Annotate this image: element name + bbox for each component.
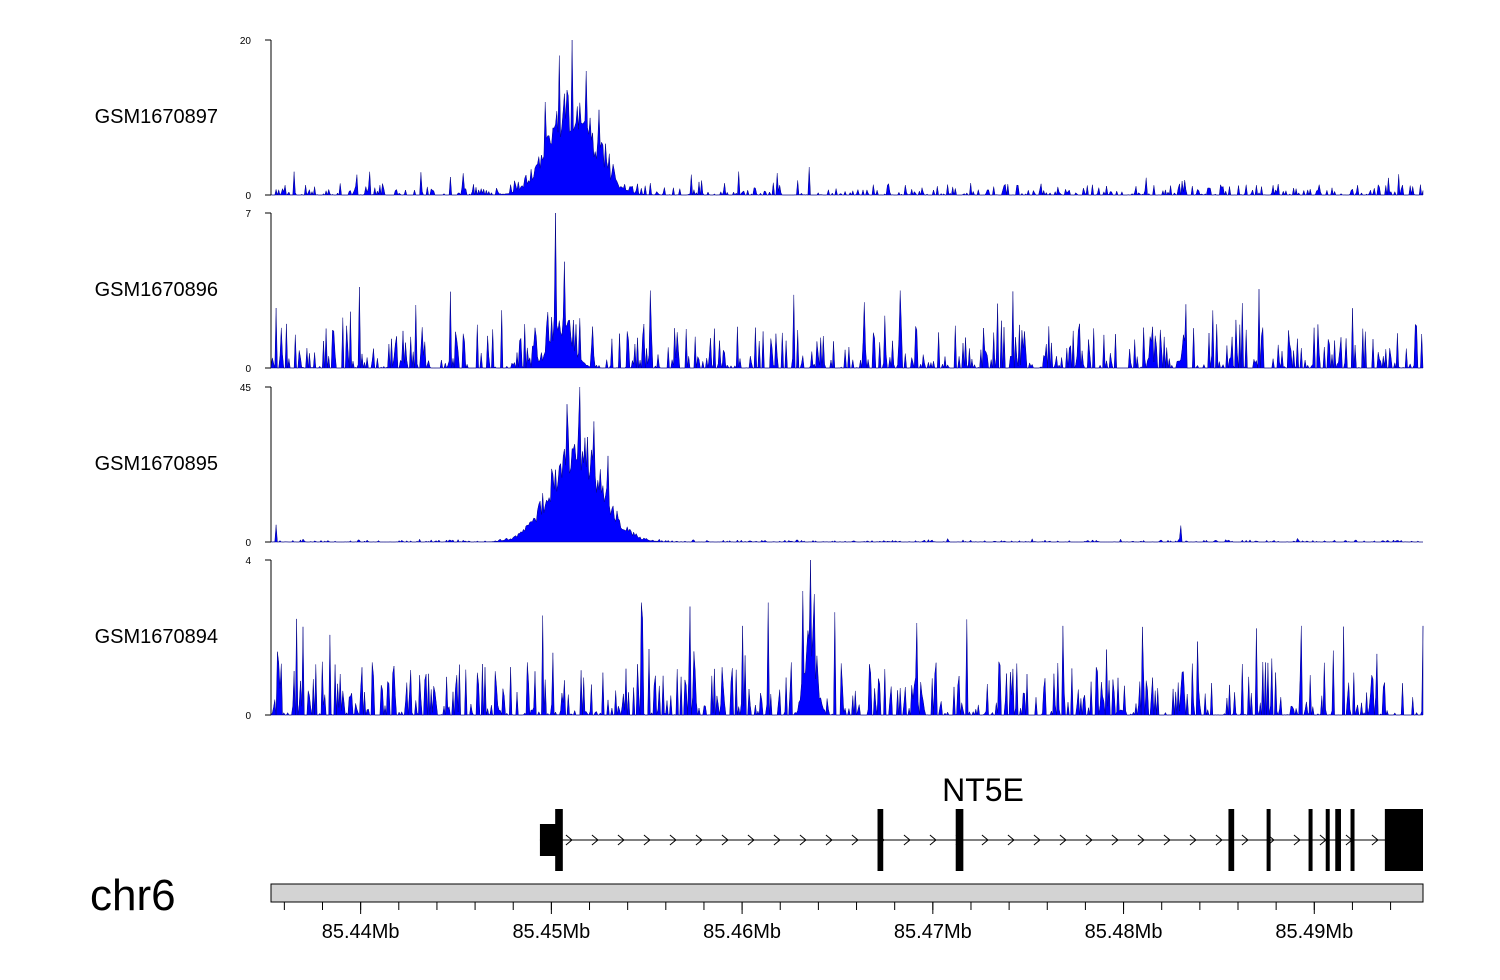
strand-arrow <box>1137 834 1145 846</box>
strand-arrow <box>1033 834 1041 846</box>
coverage-area <box>270 39 1424 196</box>
strand-arrow <box>1241 834 1249 846</box>
strand-arrow <box>721 834 729 846</box>
gene-exon <box>1308 809 1313 871</box>
strand-arrow <box>929 834 937 846</box>
y-tick-label-min: 0 <box>245 364 251 375</box>
gene-track: NT5E <box>539 772 1423 871</box>
y-tick-label-max: 4 <box>245 556 251 567</box>
gene-exon <box>1384 809 1423 871</box>
strand-arrow <box>1007 834 1015 846</box>
track-label: GSM1670896 <box>95 279 218 301</box>
y-tick-label-max: 45 <box>240 383 252 394</box>
strand-arrow <box>851 834 859 846</box>
x-tick-label: 85.47Mb <box>894 921 972 943</box>
track-label: GSM1670895 <box>95 453 218 475</box>
y-tick-label-max: 20 <box>240 36 252 47</box>
strand-arrow <box>695 834 703 846</box>
coverage-area <box>270 559 1424 716</box>
chromosome-ideogram-bar <box>270 883 1424 903</box>
coverage-tracks: GSM1670897200GSM167089670GSM1670895450GS… <box>95 36 1424 722</box>
strand-arrow <box>591 834 599 846</box>
gene-exon <box>1228 809 1235 871</box>
strand-arrow <box>565 834 573 846</box>
track-label: GSM1670894 <box>95 626 218 648</box>
coverage-area <box>270 386 1423 543</box>
gene-exon <box>1350 809 1355 871</box>
y-tick-label-min: 0 <box>245 711 251 722</box>
track-GSM1670894: GSM1670894 4 0 <box>95 556 1424 722</box>
strand-arrow <box>773 834 781 846</box>
x-tick-label: 85.46Mb <box>703 921 781 943</box>
x-tick-label: 85.48Mb <box>1085 921 1163 943</box>
gene-label: NT5E <box>942 772 1024 808</box>
strand-arrow <box>643 834 651 846</box>
genome-axis: chr6 85.44Mb 85.45Mb 85.46Mb 85.47Mb 85.48Mb… <box>90 871 1424 943</box>
strand-arrow <box>1085 834 1093 846</box>
strand-arrow <box>1163 834 1171 846</box>
strand-arrow <box>903 834 911 846</box>
strand-arrow <box>617 834 625 846</box>
x-tick-label: 85.49Mb <box>1275 921 1353 943</box>
gene-exon <box>877 809 884 871</box>
strand-arrow <box>981 834 989 846</box>
gene-exon <box>539 824 559 856</box>
strand-arrow <box>669 834 677 846</box>
strand-arrow <box>799 834 807 846</box>
strand-arrow <box>1293 834 1301 846</box>
chromosome-label: chr6 <box>90 871 176 920</box>
x-tick-label: 85.45Mb <box>512 921 590 943</box>
y-tick-label-min: 0 <box>245 538 251 549</box>
strand-arrow <box>747 834 755 846</box>
strand-arrow <box>1111 834 1119 846</box>
strand-arrow <box>1215 834 1223 846</box>
gene-exon <box>555 809 563 871</box>
strand-arrow <box>1189 834 1197 846</box>
strand-arrow <box>1371 834 1379 846</box>
gene-exon <box>1325 809 1330 871</box>
strand-arrow <box>825 834 833 846</box>
gene-exon <box>1335 809 1341 871</box>
coverage-area <box>270 212 1424 369</box>
x-tick-label: 85.44Mb <box>322 921 400 943</box>
track-GSM1670897: GSM1670897 20 0 <box>95 36 1424 202</box>
y-tick-label-min: 0 <box>245 191 251 202</box>
track-label: GSM1670897 <box>95 106 218 128</box>
gene-exon <box>1266 809 1271 871</box>
y-tick-label-max: 7 <box>245 209 251 220</box>
strand-arrow <box>1059 834 1067 846</box>
gene-exon <box>955 809 964 871</box>
track-GSM1670896: GSM1670896 7 0 <box>95 209 1424 375</box>
track-GSM1670895: GSM1670895 45 0 <box>95 383 1423 549</box>
